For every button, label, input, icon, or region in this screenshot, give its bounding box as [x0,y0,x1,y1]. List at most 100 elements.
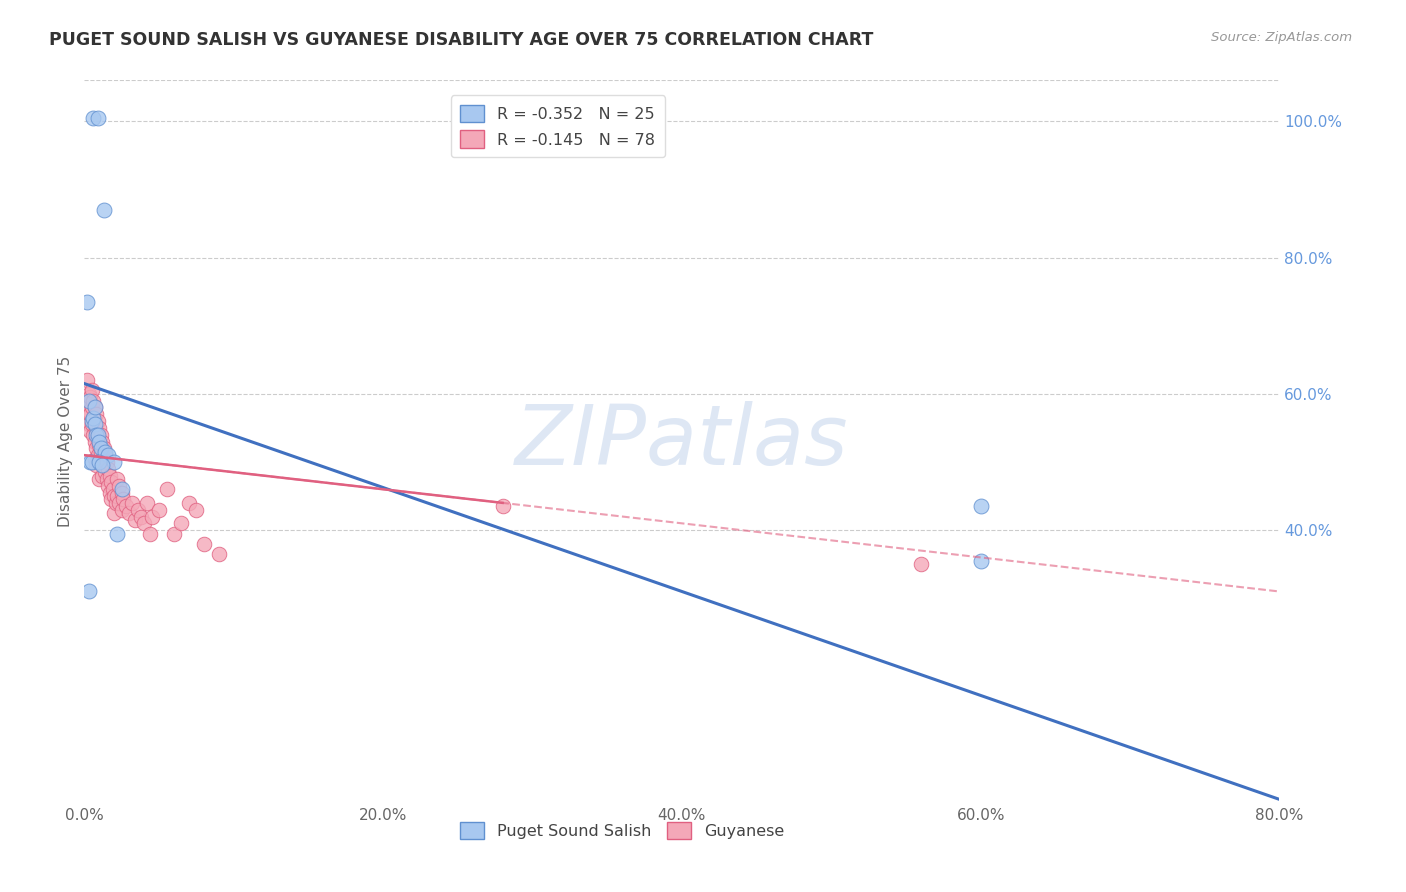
Point [83,417,105,432]
Point [86,425,108,439]
Point [129,509,152,524]
Point [91,468,114,483]
Point [492,500,515,514]
Point [87,448,110,462]
Point [86,442,108,456]
Point [107,479,129,493]
Point [103,455,125,469]
Point [193,537,215,551]
Point [82,410,104,425]
Point [80,384,103,398]
Point [141,509,163,524]
Point [86,427,108,442]
Point [208,547,231,561]
Point [87,111,110,125]
Text: PUGET SOUND SALISH VS GUYANESE DISABILITY AGE OVER 75 CORRELATION CHART: PUGET SOUND SALISH VS GUYANESE DISABILIT… [49,31,873,49]
Point [103,489,125,503]
Point [136,496,159,510]
Point [124,513,146,527]
Point [82,393,104,408]
Point [86,458,108,473]
Point [83,401,105,415]
Point [80,401,103,415]
Point [90,442,112,456]
Point [91,451,114,466]
Point [90,444,112,458]
Point [91,458,114,473]
Point [76,294,98,309]
Point [75,393,97,408]
Point [105,526,128,541]
Point [107,496,129,510]
Point [100,475,122,490]
Point [155,482,177,496]
Point [89,472,111,486]
Point [87,431,110,445]
Point [79,425,101,439]
Point [105,472,128,486]
Point [105,489,128,503]
Point [89,455,111,469]
Legend: Puget Sound Salish, Guyanese: Puget Sound Salish, Guyanese [454,815,790,846]
Point [83,451,105,466]
Point [127,502,149,516]
Point [163,526,186,541]
Point [77,387,100,401]
Point [970,554,993,568]
Point [80,417,103,432]
Point [83,417,105,432]
Point [91,434,114,449]
Point [104,496,127,510]
Point [87,414,110,428]
Point [82,410,104,425]
Point [96,472,118,486]
Point [132,516,156,531]
Point [103,506,125,520]
Point [970,500,993,514]
Point [98,485,121,500]
Point [101,482,124,496]
Point [96,455,118,469]
Point [79,407,101,421]
Point [170,516,193,531]
Text: Source: ZipAtlas.com: Source: ZipAtlas.com [1212,31,1353,45]
Point [98,468,121,483]
Point [76,373,98,387]
Point [111,482,134,496]
Point [82,427,104,442]
Point [90,427,112,442]
Point [82,111,104,125]
Point [76,397,98,411]
Point [177,496,200,510]
Point [111,502,134,516]
Point [93,458,115,473]
Point [77,393,100,408]
Point [100,492,122,507]
Point [93,202,115,217]
Point [80,455,103,469]
Point [77,404,100,418]
Point [86,407,108,421]
Y-axis label: Disability Age Over 75: Disability Age Over 75 [58,356,73,527]
Point [112,492,135,507]
Point [83,401,105,415]
Text: ZIPatlas: ZIPatlas [515,401,849,482]
Point [118,506,141,520]
Point [97,462,120,476]
Point [94,444,117,458]
Point [94,465,117,479]
Point [139,526,162,541]
Point [121,496,143,510]
Point [93,442,115,456]
Point [89,434,111,449]
Point [97,448,120,462]
Point [80,414,103,428]
Point [89,438,111,452]
Point [910,558,932,572]
Point [79,390,101,404]
Point [148,502,170,516]
Point [111,485,134,500]
Point [77,584,100,599]
Point [77,417,100,432]
Point [94,448,117,462]
